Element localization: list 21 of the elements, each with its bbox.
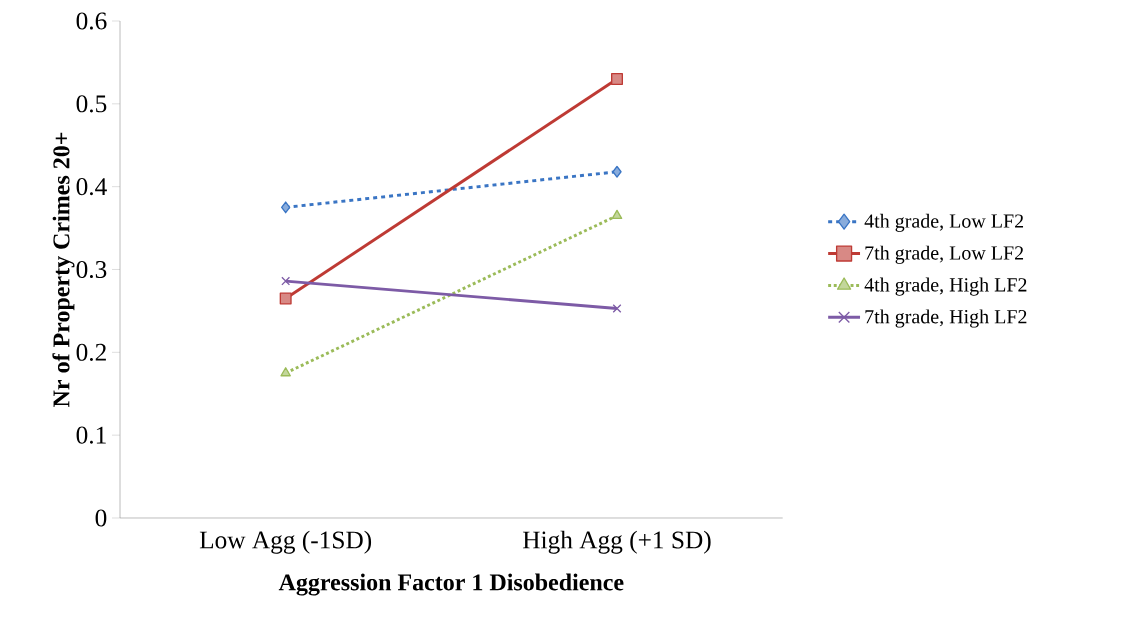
x-axis-title: Aggression Factor 1 Disobedience xyxy=(278,573,624,596)
legend-label: 7th grade, High LF2 xyxy=(865,309,1027,328)
y-tick-label: 0.1 xyxy=(76,426,106,444)
point xyxy=(611,72,624,85)
x-tick-label: High Agg (+1 SD) xyxy=(522,530,711,554)
point xyxy=(281,201,291,214)
y-tick-label: 0.2 xyxy=(76,343,106,361)
y-tick-label: 0.6 xyxy=(76,12,107,30)
legend-label: 7th grade, Low LF2 xyxy=(865,245,1024,264)
x-tick-label: Low Agg (-1SD) xyxy=(199,530,372,554)
y-tick-label: 0.4 xyxy=(76,178,107,196)
point xyxy=(612,165,622,178)
legend-label: 4th grade, High LF2 xyxy=(864,277,1027,296)
point xyxy=(612,303,622,313)
point xyxy=(281,276,291,286)
y-tick-label: 0 xyxy=(95,509,107,527)
y-tick-label: 0.5 xyxy=(76,95,107,113)
legend-label: 4th grade, Low LF2 xyxy=(864,213,1024,232)
y-tick-label: 0.3 xyxy=(76,260,107,279)
y-axis-title: Nr of Property Crimes 20+ xyxy=(52,132,75,407)
point xyxy=(279,292,292,305)
